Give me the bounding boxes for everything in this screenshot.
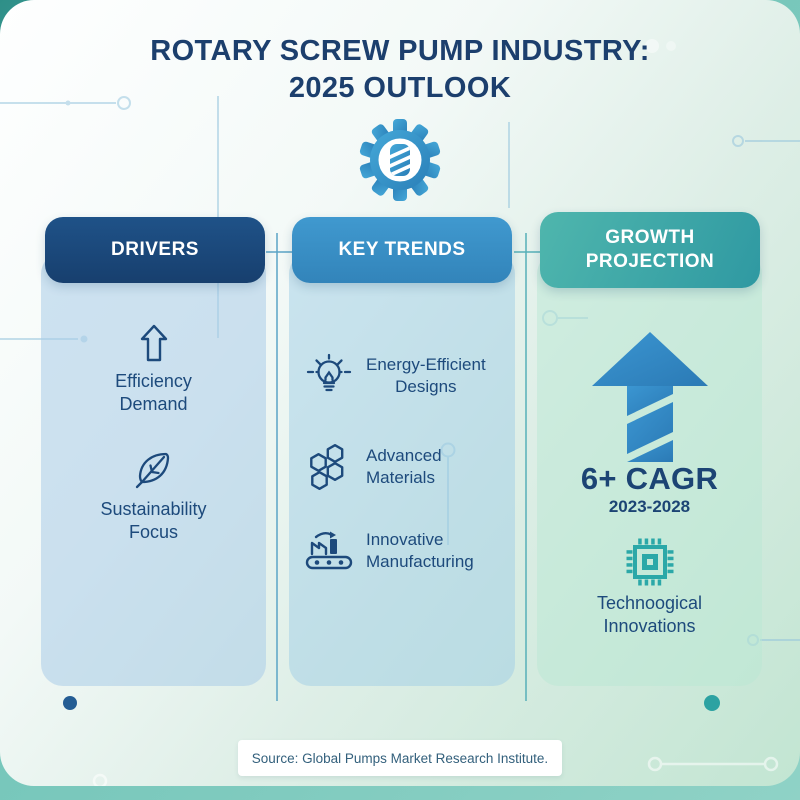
source-box: Source: Global Pumps Market Research Ins… xyxy=(238,740,562,776)
driver-item-sustainability-focus: Sustainability Focus xyxy=(100,499,207,543)
up-arrow-icon xyxy=(140,324,168,362)
trend-item-innovative-manufacturing: Innovative Manufacturing xyxy=(304,529,504,573)
hexagons-icon xyxy=(310,444,344,490)
growth-header-line-2: PROJECTION xyxy=(585,251,715,272)
growth-arrow-icon xyxy=(592,332,708,462)
factory-icon xyxy=(305,531,353,570)
trend-item-energy-efficient-designs: Energy-Efficient Designs xyxy=(304,352,504,400)
chip-icon xyxy=(626,538,674,586)
cagr-period: 2023-2028 xyxy=(608,497,691,516)
growth-projection-panel xyxy=(537,252,762,686)
lightbulb-icon xyxy=(306,353,352,392)
source-text: Source: Global Pumps Market Research Ins… xyxy=(251,750,549,766)
page-title-line-1: ROTARY SCREW PUMP INDUSTRY: xyxy=(150,35,650,67)
driver-item-efficiency-demand: Efficiency Demand xyxy=(115,371,192,415)
page-title-line-2: 2025 OUTLOOK xyxy=(288,72,512,105)
leaf-icon xyxy=(135,452,170,489)
drivers-header-label: DRIVERS xyxy=(111,239,199,260)
gear-screw-icon xyxy=(359,119,441,201)
growth-item-technological-innovations: Technoogical Innovations xyxy=(596,593,703,637)
growth-header-line-1: GROWTH xyxy=(605,227,695,249)
key-trends-header-label: KEY TRENDS xyxy=(338,239,466,260)
cagr-value: 6+ CAGR xyxy=(580,461,719,496)
page-title: ROTARY SCREW PUMP INDUSTRY: 2025 OUTLOOK xyxy=(0,33,800,107)
trend-item-advanced-materials: Advanced Materials xyxy=(304,443,504,491)
growth-projection-header: GROWTH PROJECTION xyxy=(540,212,760,288)
drivers-header: DRIVERS xyxy=(45,217,265,283)
key-trends-header: KEY TRENDS xyxy=(292,217,512,283)
